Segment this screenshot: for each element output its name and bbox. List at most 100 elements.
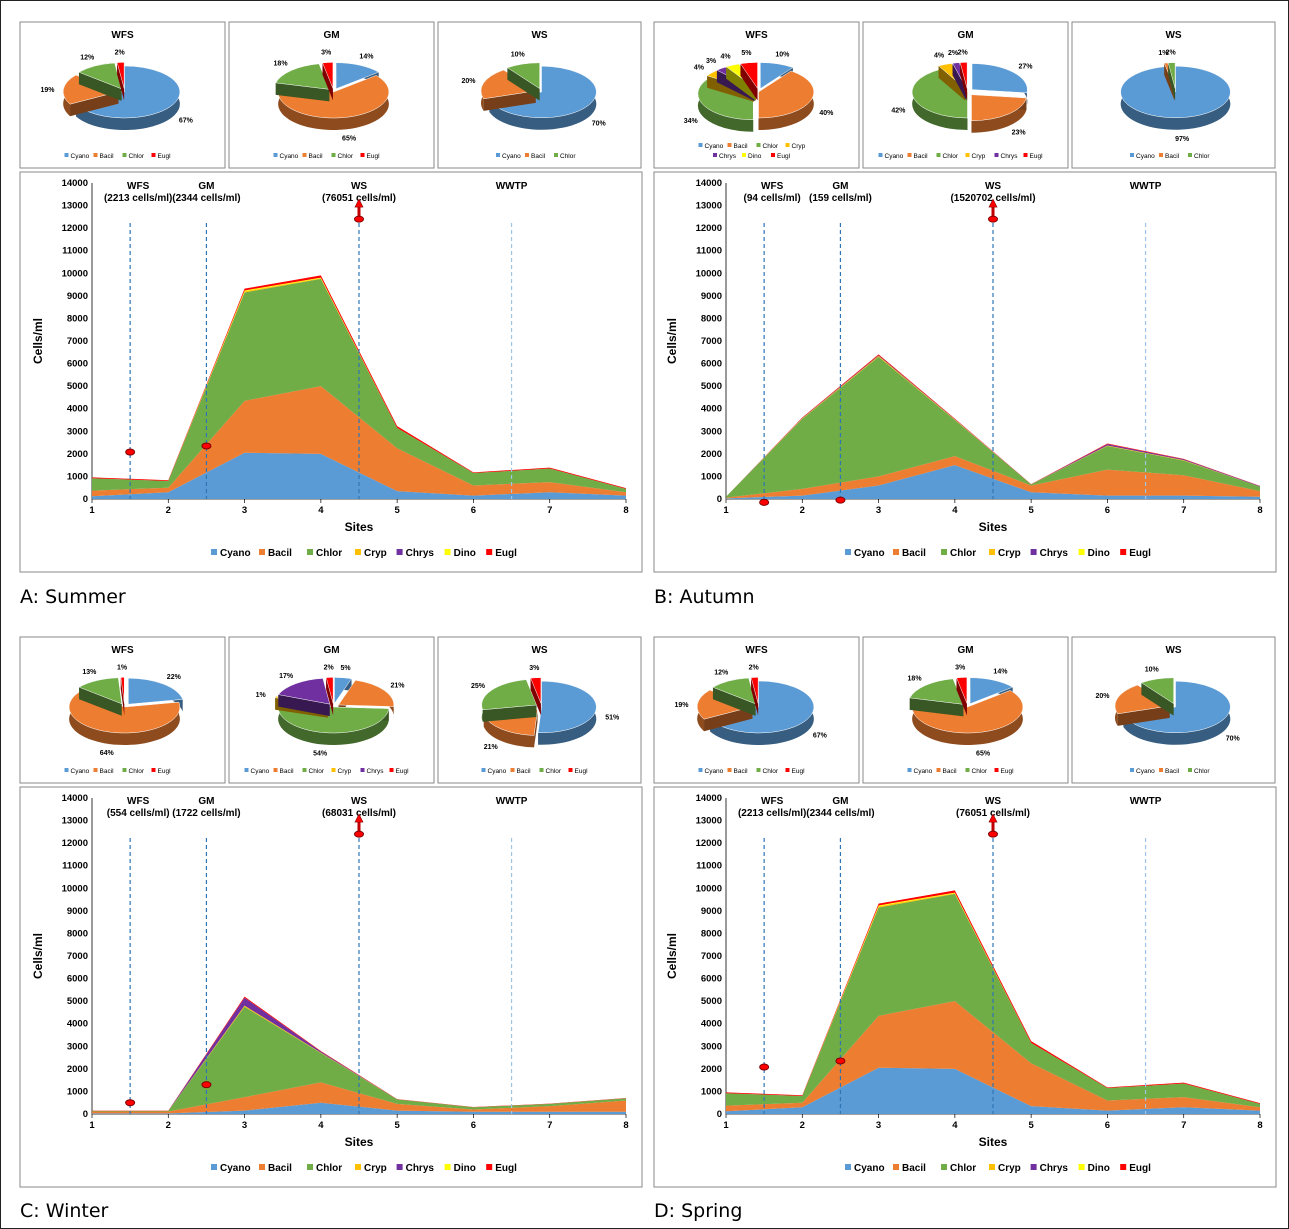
y-tick-label: 10000: [696, 268, 722, 279]
marker-dot-wfs: [125, 448, 136, 456]
pie-slice-cyano: [969, 677, 1014, 705]
y-tick-label: 13000: [62, 816, 88, 827]
x-tick-label: 4: [318, 505, 324, 516]
pie-slice-label: 70%: [592, 120, 607, 127]
pie-slice-side: [971, 97, 1027, 133]
marker-dot-wfs: [759, 498, 770, 506]
caption-d: D: Spring: [654, 1200, 743, 1222]
legend-label-dino: Dino: [748, 153, 762, 160]
y-tick-label: 0: [717, 494, 722, 505]
y-tick-label: 14000: [62, 793, 88, 804]
y-tick-label: 6000: [67, 974, 88, 985]
legend-swatch-eugl: [151, 768, 156, 772]
area-legend-label-eugl: Eugl: [1129, 548, 1151, 559]
pie-slice-edge: [483, 90, 536, 111]
pie-slice-side: [697, 79, 754, 132]
pie-slice-edge: [952, 63, 967, 101]
legend-swatch-chrys: [994, 153, 999, 157]
legend-label-eugl: Eugl: [396, 768, 410, 775]
x-axis-title: Sites: [979, 1135, 1008, 1149]
area-legend-swatch-chlor: [941, 549, 947, 555]
marker-sublabel-gm: (1722 cells/ml): [172, 808, 240, 819]
area-legend-label-eugl: Eugl: [495, 548, 517, 559]
legend-swatch-eugl: [360, 153, 365, 157]
y-tick-label: 13000: [62, 201, 88, 212]
y-tick-label: 1000: [701, 471, 722, 482]
area-legend-label-bacil: Bacil: [268, 548, 292, 559]
area-legend-swatch-chrys: [396, 549, 403, 555]
pie-slice-edge: [78, 72, 122, 101]
y-tick-label: 6000: [701, 974, 722, 985]
legend-label-eugl: Eugl: [575, 768, 589, 775]
y-tick-label: 12000: [696, 223, 722, 234]
y-tick-label: 3000: [701, 1041, 722, 1052]
y-tick-label: 9000: [67, 291, 88, 302]
legend-swatch-cyano: [907, 768, 912, 772]
legend-swatch-eugl: [994, 768, 999, 772]
legend-swatch-eugl: [389, 768, 394, 772]
x-tick-label: 2: [800, 1120, 805, 1131]
y-tick-label: 1000: [67, 1086, 88, 1097]
pie-slice-label: 2%: [948, 50, 959, 57]
area-legend-swatch-bacil: [259, 549, 265, 555]
legend-label-chlor: Chlor: [943, 153, 959, 160]
marker-dot-ws: [988, 830, 998, 838]
x-tick-label: 5: [394, 1120, 400, 1131]
pie-slice-label: 10%: [775, 51, 790, 58]
marker-label-ws: WS: [985, 796, 1001, 807]
marker-sublabel-gm: (2344 cells/ml): [172, 193, 240, 204]
marker-label-gm: GM: [832, 796, 848, 807]
pie-slice-label: 19%: [40, 87, 55, 94]
pie-slice-edge: [507, 67, 540, 101]
pie-slice-label: 12%: [714, 670, 729, 677]
pie-slice-edge: [534, 709, 538, 748]
pie-slice-edge: [530, 678, 541, 716]
legend-swatch-cryp: [785, 143, 790, 147]
area-legend-label-dino: Dino: [454, 548, 476, 559]
legend-swatch-cyano: [496, 153, 500, 157]
pie-slice-label: 12%: [80, 55, 95, 62]
pie-slice-chlor: [1140, 677, 1174, 705]
y-tick-label: 14000: [696, 793, 722, 804]
legend-label-cyano: Cyano: [71, 768, 90, 775]
marker-label-wwtp: WWTP: [496, 796, 528, 807]
pie-slice-label: 65%: [976, 750, 991, 757]
y-tick-label: 3000: [701, 426, 722, 437]
pie-slice-label: 22%: [167, 674, 182, 681]
marker-label-wfs: WFS: [127, 181, 150, 192]
area-chart: 0 1000 2000 3000 4000 5000 6000 7000 8000 9000 100…: [653, 171, 1277, 573]
pie-slice-label: 2%: [324, 664, 335, 671]
legend-swatch-bacil: [525, 153, 529, 157]
area-legend-label-dino: Dino: [1088, 1163, 1110, 1174]
y-tick-label: 7000: [701, 951, 722, 962]
pie-slice-label: 19%: [674, 702, 689, 709]
pie-slice-chlor: [481, 679, 537, 711]
area-legend-label-cryp: Cryp: [364, 548, 387, 559]
y-tick-label: 8000: [67, 928, 88, 939]
pie-slice-eugl: [530, 677, 542, 704]
pie-slice-label: 27%: [1019, 63, 1034, 70]
marker-dot-gm: [835, 1057, 846, 1065]
legend-label-bacil: Bacil: [100, 768, 115, 775]
pie-slice-label: 25%: [471, 683, 486, 690]
legend-swatch-bacil: [907, 153, 912, 157]
legend-label-cyano: Cyano: [705, 143, 724, 150]
pie-chart-wfs: WFS 67% 19% 12% 2% Cyano Bacil Chlor Eugl: [19, 21, 226, 169]
area-chart: 0 1000 2000 3000 4000 5000 6000 7000 8000 9000 100…: [653, 786, 1277, 1188]
area-series-chlor: [726, 356, 1260, 498]
pie-slice-edge: [322, 62, 333, 101]
pie-slice-label: 14%: [359, 53, 374, 60]
pie-slice-label: 5%: [741, 50, 752, 57]
legend-label-chlor: Chlor: [972, 768, 988, 775]
pie-slice-side: [69, 690, 180, 746]
legend-swatch-chlor: [122, 768, 127, 772]
pie-chart-ws: WS 70% 20% 10% Cyano Bacil Chlor: [1071, 636, 1276, 784]
y-tick-label: 7000: [701, 336, 722, 347]
y-tick-label: 2000: [701, 1064, 722, 1075]
legend-label-cyano: Cyano: [251, 768, 270, 775]
pie-slice-edge: [482, 704, 537, 722]
marker-label-ws: WS: [985, 181, 1001, 192]
y-tick-label: 12000: [696, 838, 722, 849]
